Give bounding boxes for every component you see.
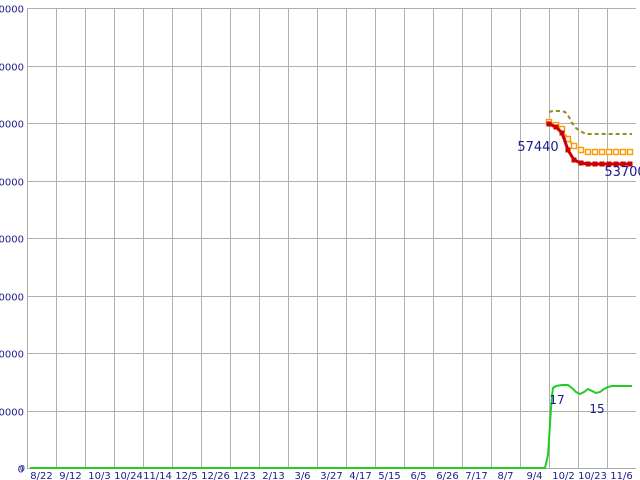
series-marker-main-price — [546, 121, 552, 127]
series-marker-main-price — [553, 124, 559, 130]
series-marker-main-price — [599, 161, 605, 167]
y-axis-labels: 0 10000 20000 30000 40000 50000 60000 70000 8000… — [0, 5, 25, 476]
x-axis-tick-label: 6/5 — [410, 471, 426, 480]
x-axis-tick-label: 12/5 — [175, 471, 197, 480]
data-point-label: 17 — [549, 393, 564, 407]
x-axis-tick-label: 9/4 — [526, 471, 542, 480]
grid-lines — [27, 8, 636, 468]
x-axis-tick-label: 4/17 — [349, 471, 371, 480]
x-axis-tick-label: 11/14 — [143, 471, 172, 480]
data-annotations: 57440 53700 17 15 — [517, 140, 640, 416]
x-axis-tick-label: 10/2 — [552, 471, 574, 480]
series-marker-main-price — [559, 130, 565, 136]
x-axis-tick-label: 8/22 — [30, 471, 52, 480]
series-marker-mid-band — [577, 146, 585, 154]
x-axis-tick-label: 2/13 — [262, 471, 284, 480]
x-axis-tick-label: 7/17 — [465, 471, 487, 480]
x-axis-tick-label: 1/23 — [233, 471, 255, 480]
x-axis-tick-label: 9/12 — [59, 471, 81, 480]
y-axis-tick-label: 0 — [18, 465, 24, 476]
series-marker-main-price — [620, 161, 626, 167]
y-axis-zero-label: 0 — [20, 464, 25, 473]
data-point-label: 57440 — [517, 140, 558, 155]
series-marker-mid-band — [605, 148, 613, 156]
x-axis-tick-label: 10/23 — [578, 471, 607, 480]
y-axis-tick-label: 80000 — [0, 5, 24, 16]
series-marker-mid-band — [570, 142, 578, 150]
series-marker-main-price — [627, 161, 633, 167]
series-marker-main-price — [565, 147, 571, 153]
series-marker-main-price — [585, 161, 591, 167]
x-axis-tick-label: 10/24 — [114, 471, 143, 480]
x-axis-tick-label: 10/3 — [88, 471, 110, 480]
x-axis-tick-label: 3/6 — [294, 471, 310, 480]
y-axis-tick-label: 10000 — [0, 408, 24, 419]
series-marker-main-price — [571, 157, 577, 163]
x-axis-labels: 8/22 9/12 10/3 10/24 11/14 12/5 12/26 1/23 2/13 3… — [30, 471, 632, 480]
y-axis-tick-label: 40000 — [0, 235, 24, 246]
series-marker-main-price — [592, 161, 598, 167]
data-series — [30, 110, 634, 469]
x-axis-tick-label: 12/26 — [201, 471, 230, 480]
x-axis-tick-label: 11/6 — [610, 471, 632, 480]
x-axis-tick-label: 6/26 — [436, 471, 458, 480]
data-point-label: 53700 — [604, 165, 640, 180]
y-axis-tick-label: 30000 — [0, 293, 24, 304]
series-marker-mid-band — [584, 148, 592, 156]
series-marker-mid-band — [591, 148, 599, 156]
y-axis-tick-label: 60000 — [0, 120, 24, 131]
series-marker-mid-band — [626, 148, 634, 156]
x-axis-tick-label: 5/15 — [378, 471, 400, 480]
data-point-label: 15 — [589, 402, 604, 416]
series-marker-main-price — [606, 161, 612, 167]
series-line-volume — [30, 384, 632, 469]
y-axis-tick-label: 50000 — [0, 178, 24, 189]
series-marker-main-price — [578, 160, 584, 166]
x-axis-tick-label: 3/27 — [320, 471, 342, 480]
series-marker-mid-band — [598, 148, 606, 156]
series-line-upper-band — [548, 110, 632, 135]
series-marker-mid-band — [619, 148, 627, 156]
x-axis-tick-label: 8/7 — [497, 471, 513, 480]
series-marker-main-price — [613, 161, 619, 167]
y-axis-tick-label: 70000 — [0, 63, 24, 74]
y-axis-tick-label: 20000 — [0, 350, 24, 361]
series-marker-mid-band — [612, 148, 620, 156]
